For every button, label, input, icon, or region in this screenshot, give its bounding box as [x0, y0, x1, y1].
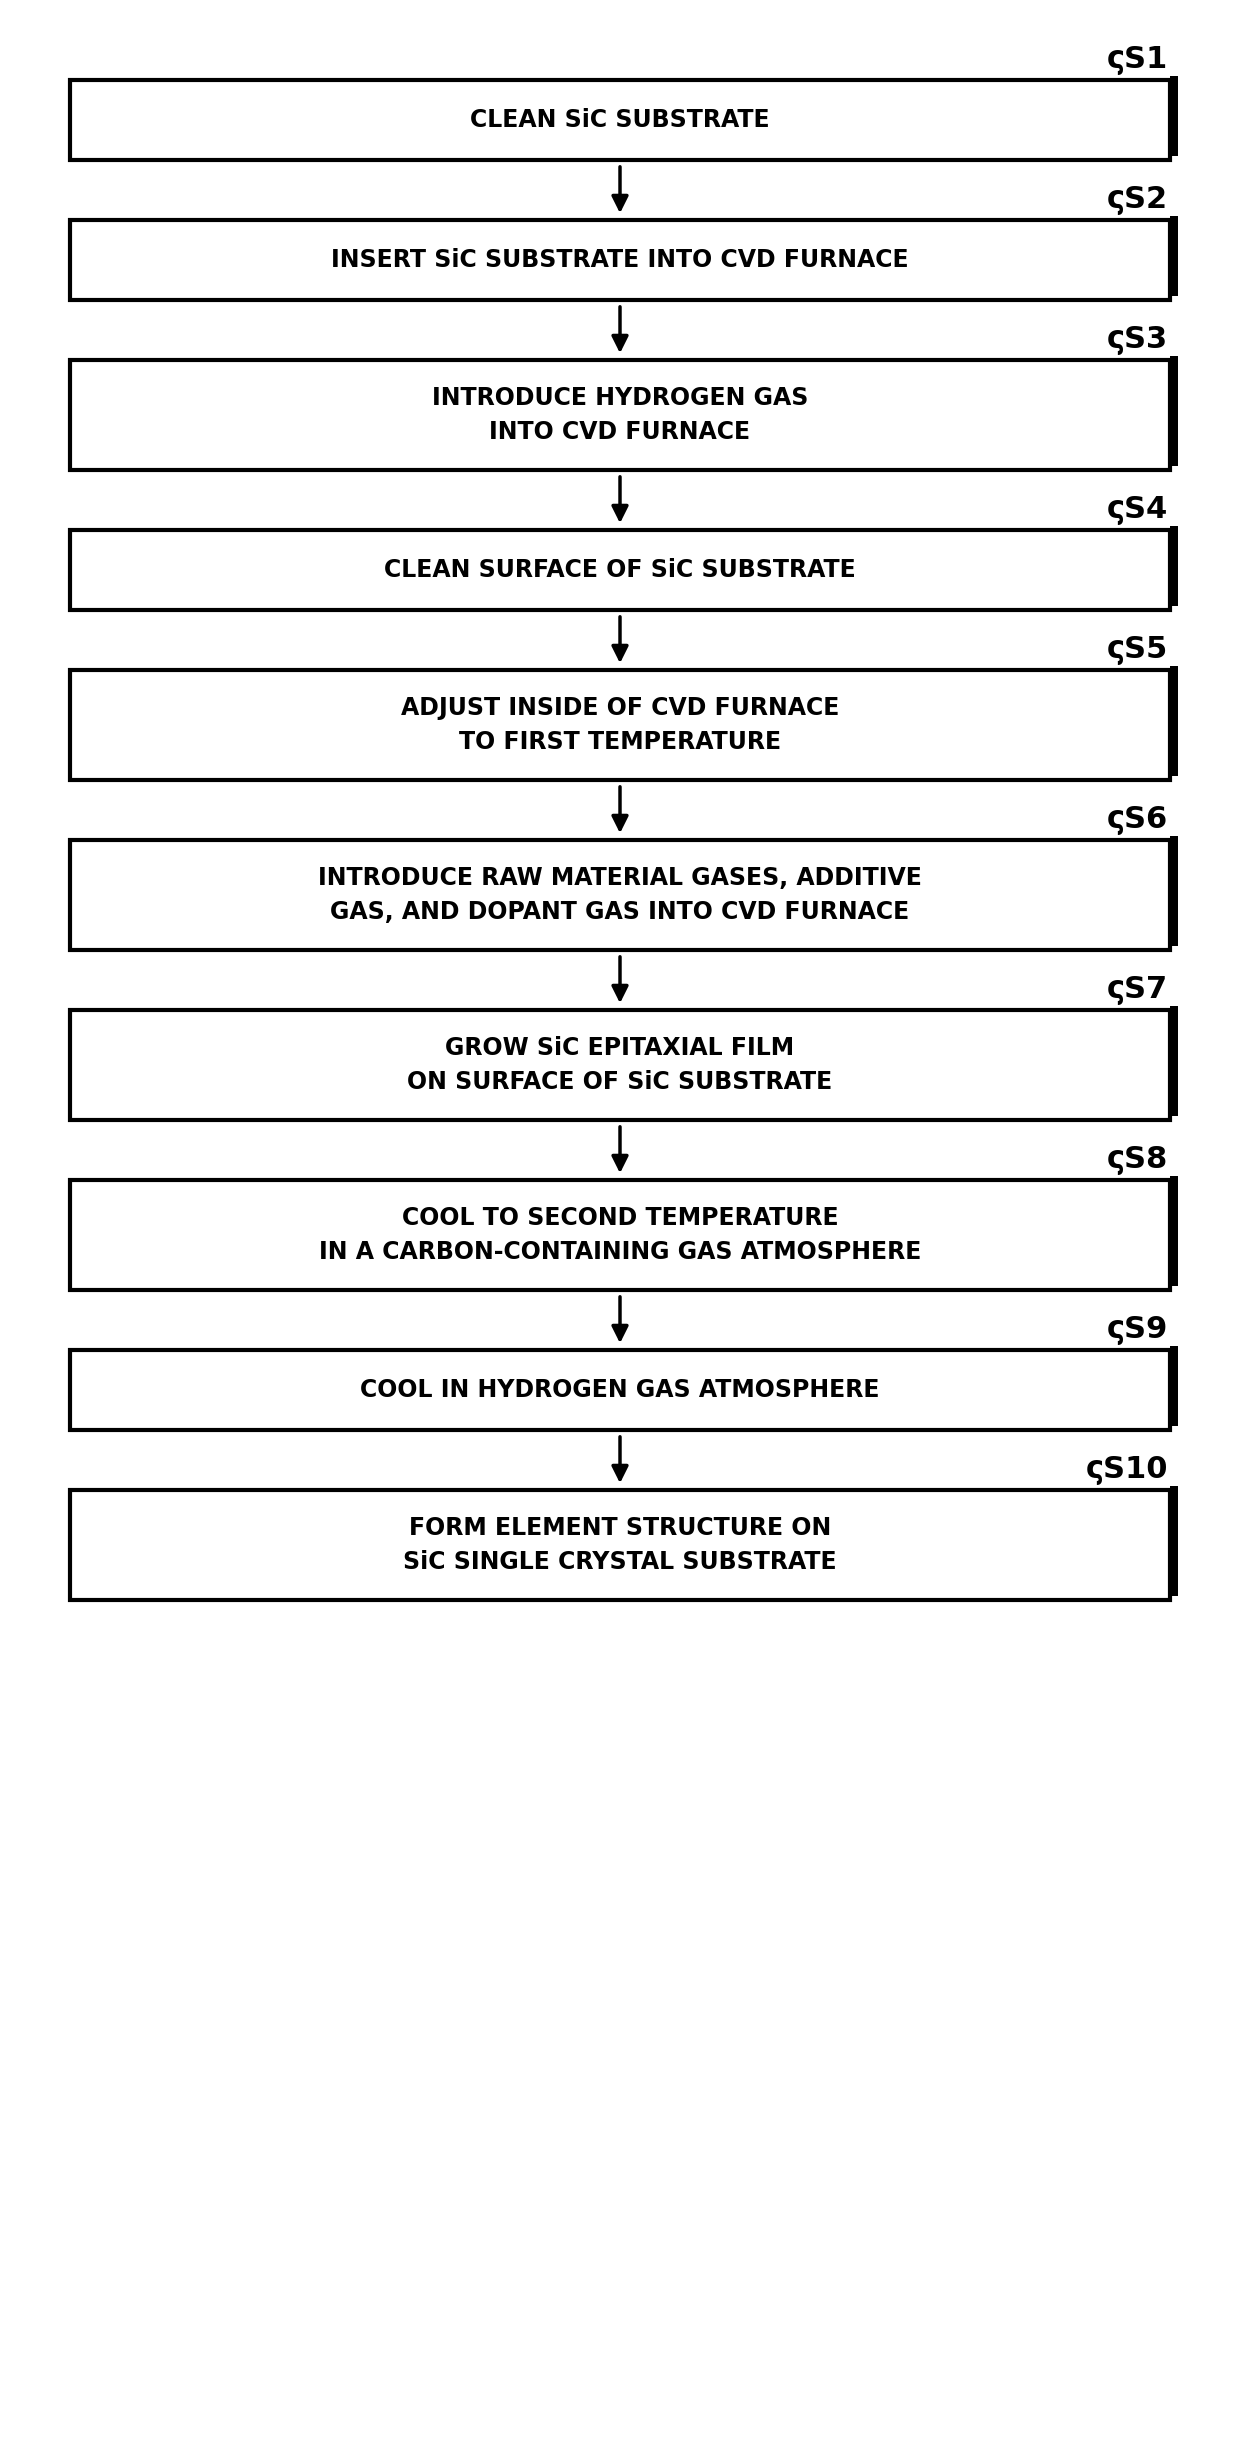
Text: ςS3: ςS3: [1107, 327, 1168, 356]
Text: INTRODUCE HYDROGEN GAS
INTO CVD FURNACE: INTRODUCE HYDROGEN GAS INTO CVD FURNACE: [432, 385, 808, 444]
Bar: [69, 529, 1171, 609]
Bar: [69, 1180, 1171, 1289]
Bar: [1171, 1177, 1178, 1287]
Bar: [1171, 356, 1178, 465]
Bar: [78, 458, 1178, 465]
Text: GROW SiC EPITAXIAL FILM
ON SURFACE OF SiC SUBSTRATE: GROW SiC EPITAXIAL FILM ON SURFACE OF Si…: [408, 1036, 832, 1094]
Text: ςS6: ςS6: [1107, 807, 1168, 836]
Bar: [1171, 1006, 1178, 1116]
Bar: [1171, 665, 1178, 775]
Text: ςS1: ςS1: [1107, 46, 1168, 76]
Text: COOL TO SECOND TEMPERATURE
IN A CARBON-CONTAINING GAS ATMOSPHERE: COOL TO SECOND TEMPERATURE IN A CARBON-C…: [319, 1206, 921, 1265]
Text: ςS10: ςS10: [1085, 1455, 1168, 1484]
Text: INSERT SiC SUBSTRATE INTO CVD FURNACE: INSERT SiC SUBSTRATE INTO CVD FURNACE: [331, 249, 909, 273]
Bar: [1171, 836, 1178, 946]
Text: INTRODUCE RAW MATERIAL GASES, ADDITIVE
GAS, AND DOPANT GAS INTO CVD FURNACE: INTRODUCE RAW MATERIAL GASES, ADDITIVE G…: [319, 865, 921, 924]
Text: ςS5: ςS5: [1107, 636, 1168, 665]
Bar: [69, 219, 1171, 300]
Bar: [78, 1418, 1178, 1426]
Text: FORM ELEMENT STRUCTURE ON
SiC SINGLE CRYSTAL SUBSTRATE: FORM ELEMENT STRUCTURE ON SiC SINGLE CRY…: [403, 1516, 837, 1574]
Text: ςS4: ςS4: [1107, 497, 1168, 524]
Text: ςS7: ςS7: [1107, 975, 1168, 1004]
Text: ςS2: ςS2: [1107, 185, 1168, 214]
Text: ςS9: ςS9: [1106, 1316, 1168, 1345]
Bar: [78, 597, 1178, 607]
Bar: [78, 938, 1178, 946]
Bar: [78, 768, 1178, 775]
Bar: [78, 288, 1178, 295]
Bar: [1171, 76, 1178, 156]
Bar: [1171, 526, 1178, 607]
Bar: [69, 841, 1171, 950]
Bar: [69, 670, 1171, 780]
Bar: [69, 1350, 1171, 1431]
Text: CLEAN SURFACE OF SiC SUBSTRATE: CLEAN SURFACE OF SiC SUBSTRATE: [384, 558, 856, 582]
Bar: [69, 80, 1171, 161]
Bar: [1171, 1487, 1178, 1596]
Bar: [1171, 1345, 1178, 1426]
Bar: [1171, 217, 1178, 295]
Text: ςS8: ςS8: [1107, 1145, 1168, 1175]
Bar: [78, 1277, 1178, 1287]
Bar: [78, 1589, 1178, 1596]
Bar: [69, 1489, 1171, 1601]
Bar: [69, 1009, 1171, 1121]
Bar: [78, 1109, 1178, 1116]
Text: CLEAN SiC SUBSTRATE: CLEAN SiC SUBSTRATE: [470, 107, 770, 132]
Text: COOL IN HYDROGEN GAS ATMOSPHERE: COOL IN HYDROGEN GAS ATMOSPHERE: [361, 1377, 879, 1401]
Text: ADJUST INSIDE OF CVD FURNACE
TO FIRST TEMPERATURE: ADJUST INSIDE OF CVD FURNACE TO FIRST TE…: [401, 697, 839, 753]
Bar: [69, 361, 1171, 470]
Bar: [78, 149, 1178, 156]
